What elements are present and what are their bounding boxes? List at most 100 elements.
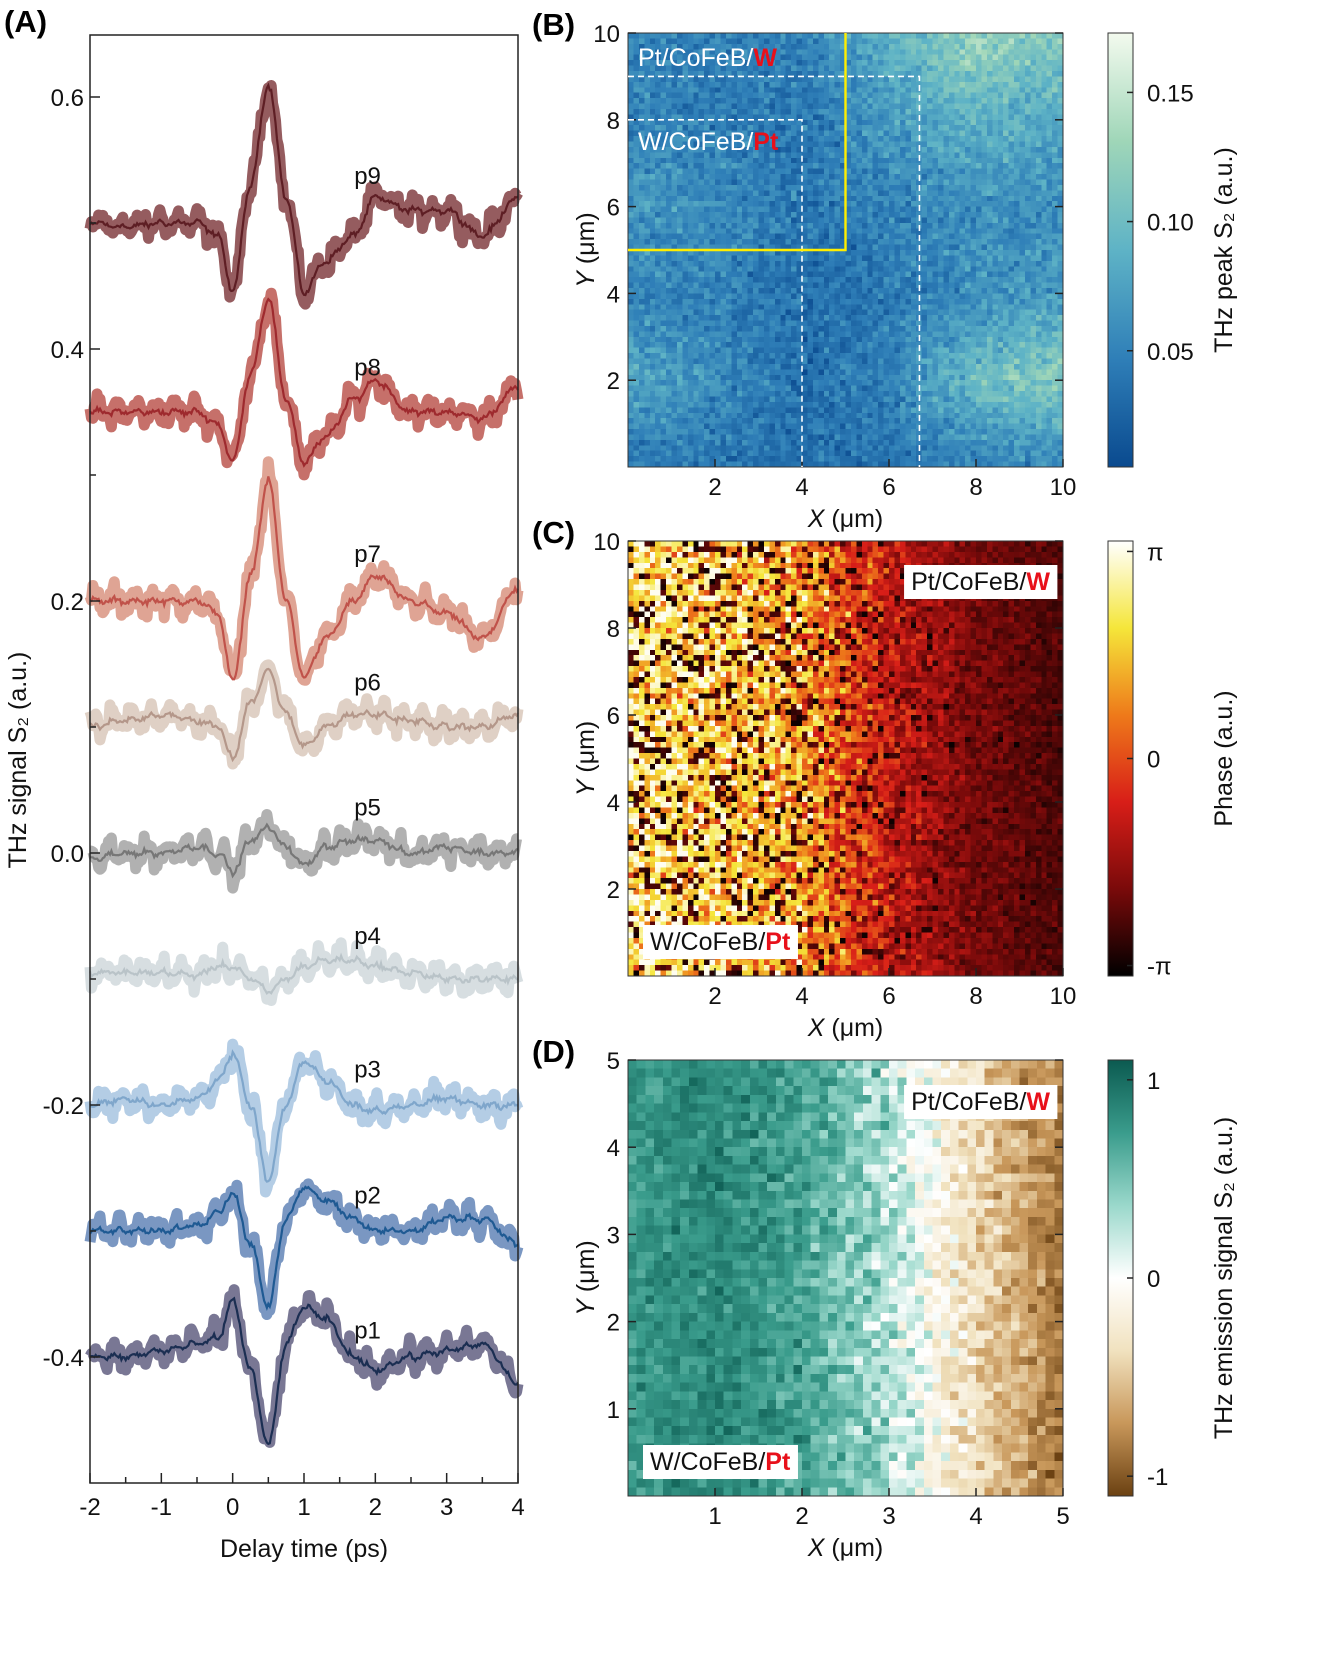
heatmap-cell [905,298,912,305]
heatmap-cell [687,304,694,311]
heatmap-cell [834,114,841,121]
heatmap-cell [883,250,890,256]
heatmap-cell [704,250,710,256]
heatmap-cell [834,119,841,126]
heatmap-cell [628,212,634,218]
heatmap-cell [769,190,776,197]
heatmap-cell [693,255,700,262]
heatmap-cell [742,336,749,343]
heatmap-cell [976,222,982,229]
heatmap-cell [1046,212,1053,218]
heatmap-cell [660,38,667,45]
heatmap-cell [986,277,993,283]
heatmap-cell [845,255,852,262]
heatmap-cell [1014,353,1020,359]
heatmap-cell [1003,287,1010,294]
heatmap-cell [1008,76,1015,83]
heatmap-cell [829,87,836,94]
heatmap-cell [709,271,716,278]
heatmap-cell [731,222,738,229]
heatmap-cell [1057,54,1064,61]
heatmap-cell [704,309,710,316]
heatmap-cell [981,353,988,359]
heatmap-cell [676,152,683,159]
heatmap-cell [1035,309,1042,316]
heatmap-cell [807,49,814,56]
heatmap-cell [861,190,868,197]
heatmap-cell [1008,353,1015,359]
heatmap-cell [1052,222,1058,229]
heatmap-cell [1030,141,1037,148]
heatmap-cell [720,228,727,235]
heatmap-cell [1057,222,1064,229]
heatmap-cell [742,43,749,50]
heatmap-cell [899,163,906,170]
heatmap-cell [1035,70,1042,77]
heatmap-cell [976,342,982,349]
heatmap-cell [725,222,732,229]
heatmap-cell [1057,304,1064,311]
heatmap-cell [861,255,868,262]
heatmap-cell [1024,315,1031,321]
heatmap-cell [676,179,683,186]
heatmap-cell [720,60,727,66]
heatmap-cell [704,255,710,262]
heatmap-cell [769,76,776,83]
heatmap-cell [709,287,716,294]
heatmap-cell [715,336,721,343]
heatmap-cell [644,163,651,170]
heatmap-cell [1052,255,1058,262]
heatmap-cell [655,108,662,115]
heatmap-cell [834,130,841,137]
heatmap-cell [666,217,672,224]
heatmap-cell [763,152,770,159]
heatmap-cell [834,184,841,191]
heatmap-cell [807,233,814,240]
heatmap-cell [840,315,846,321]
heatmap-cell [992,54,999,61]
heatmap-cell [970,152,977,159]
heatmap-cell [818,298,825,305]
heatmap-cell [753,43,759,50]
heatmap-cell [1008,271,1015,278]
series-p2: p2 [84,1178,524,1320]
heatmap-cell [736,130,743,137]
heatmap-cell [802,141,808,148]
heatmap-cell [628,119,634,126]
heatmap-cell [948,38,955,45]
heatmap-cell [910,108,917,115]
heatmap-cell [840,201,846,207]
heatmap-cell [850,157,857,164]
heatmap-cell [731,320,738,327]
heatmap-cell [698,260,705,267]
heatmap-cell [1052,114,1058,121]
heatmap-cell [676,60,683,66]
heatmap-cell [823,212,830,218]
heatmap-cell [1052,92,1058,99]
heatmap-cell [943,212,950,218]
heatmap-cell [774,320,781,327]
heatmap-cell [921,331,928,338]
heatmap-cell [927,228,933,235]
heatmap-cell [867,342,874,349]
heatmap-cell [1030,336,1037,343]
heatmap-cell [753,163,759,170]
heatmap-cell [709,81,716,88]
heatmap-cell [769,81,776,88]
heatmap-cell [698,163,705,170]
heatmap-cell [840,70,846,77]
heatmap-cell [1041,293,1048,300]
heatmap-cell [867,157,874,164]
heatmap-cell [758,190,765,197]
heatmap-cell [899,141,906,148]
heatmap-cell [997,163,1004,170]
heatmap-cell [976,336,982,343]
heatmap-cell [932,347,939,354]
heatmap-cell [965,255,971,262]
heatmap-cell [628,320,634,327]
heatmap-cell [840,87,846,94]
heatmap-cell [638,38,645,45]
heatmap-cell [1019,184,1026,191]
heatmap-cell [698,363,705,370]
heatmap-cell [693,163,700,170]
